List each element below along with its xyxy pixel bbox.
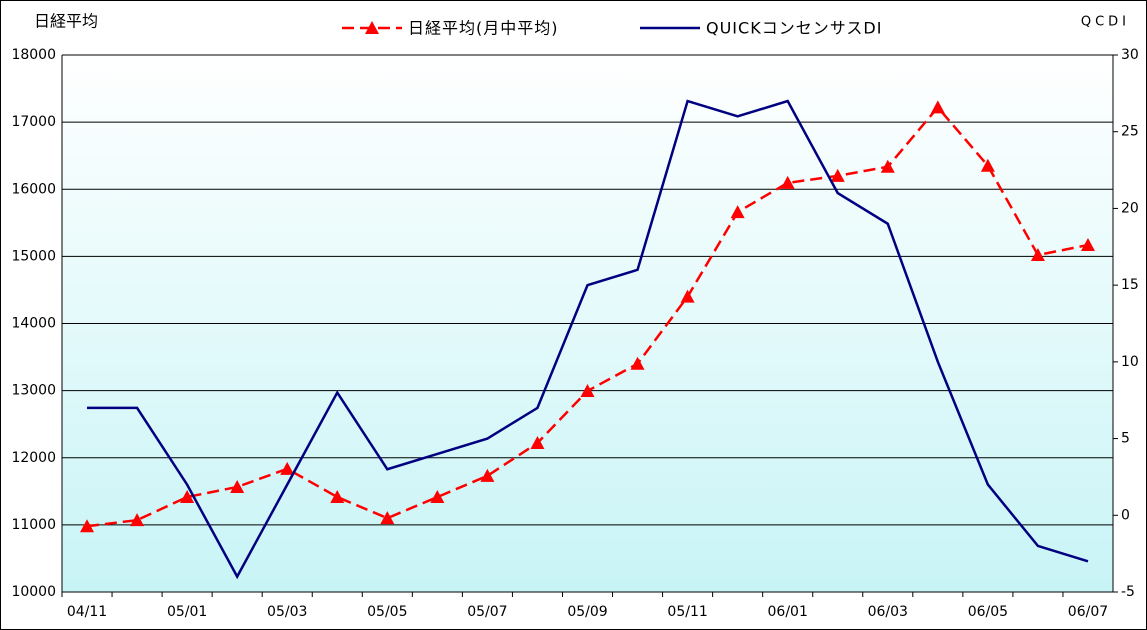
y-tick-label: 16000 — [11, 181, 56, 197]
data-point — [580, 383, 595, 397]
x-tick-label: 05/03 — [267, 604, 307, 620]
data-point — [530, 435, 545, 449]
y-tick-label: 13000 — [11, 383, 56, 399]
data-point — [830, 168, 845, 182]
series-line — [87, 99, 1089, 580]
y2-tick-label: 0 — [1121, 507, 1130, 523]
data-point — [380, 511, 395, 525]
data-point — [480, 468, 495, 482]
y2-axis-title: QCDI — [1081, 15, 1130, 30]
data-point — [730, 205, 745, 219]
y-tick-label: 18000 — [11, 47, 56, 63]
legend-label: 日経平均(月中平均) — [408, 19, 559, 38]
x-tick-label: 05/11 — [667, 604, 707, 620]
data-point — [680, 289, 695, 303]
y-axis-title: 日経平均 — [34, 12, 98, 31]
data-point — [930, 100, 945, 114]
data-point — [1030, 248, 1045, 262]
y-tick-label: 14000 — [11, 316, 56, 332]
data-point — [330, 490, 345, 504]
x-tick-label: 06/03 — [868, 604, 908, 620]
data-point — [230, 479, 245, 493]
legend-marker — [365, 21, 379, 34]
y2-tick-label: -5 — [1121, 584, 1135, 600]
data-point — [630, 356, 645, 370]
y-tick-label: 12000 — [11, 450, 56, 466]
data-point — [180, 490, 195, 504]
y2-tick-label: 15 — [1121, 277, 1139, 293]
y2-tick-label: 10 — [1121, 354, 1139, 370]
y-tick-label: 17000 — [11, 114, 56, 130]
x-tick-label: 06/05 — [968, 604, 1008, 620]
data-point — [780, 175, 795, 189]
y2-tick-label: 25 — [1121, 124, 1139, 140]
data-point — [280, 461, 295, 475]
data-point — [980, 158, 995, 172]
y-tick-label: 15000 — [11, 248, 56, 264]
x-tick-label: 06/01 — [768, 604, 808, 620]
data-point — [80, 519, 95, 533]
data-point — [430, 490, 445, 504]
x-tick-label: 05/09 — [567, 604, 607, 620]
data-point — [130, 513, 145, 527]
y2-tick-label: 30 — [1121, 47, 1139, 63]
x-tick-label: 05/01 — [167, 604, 207, 620]
y2-tick-label: 5 — [1121, 431, 1130, 447]
x-tick-label: 04/11 — [67, 604, 107, 620]
x-tick-label: 05/07 — [467, 604, 507, 620]
legend-label: QUICKコンセンサスDI — [706, 19, 882, 38]
data-point — [880, 159, 895, 173]
x-tick-label: 06/07 — [1068, 604, 1108, 620]
y-tick-label: 10000 — [11, 584, 56, 600]
y-tick-label: 11000 — [11, 517, 56, 533]
data-point — [1080, 237, 1095, 251]
x-tick-label: 05/05 — [367, 604, 407, 620]
y2-tick-label: 20 — [1121, 200, 1139, 216]
